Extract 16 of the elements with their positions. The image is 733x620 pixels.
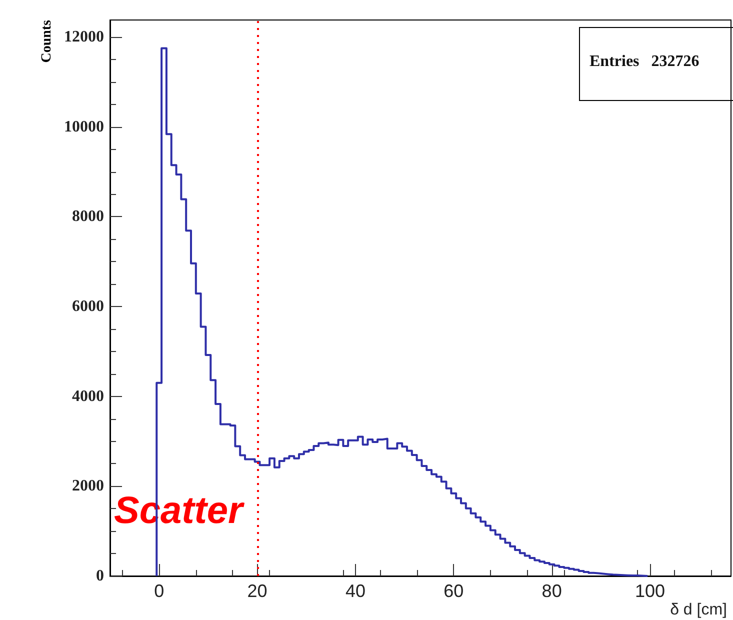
- x-tick-label: 20: [247, 581, 268, 601]
- y-tick-label: 2000: [72, 478, 104, 495]
- y-tick-label: 8000: [72, 208, 104, 226]
- y-tick-label: 4000: [72, 388, 104, 405]
- x-tick-label: 100: [634, 581, 666, 601]
- y-tick-label: 0: [96, 568, 104, 584]
- annotation: Entries 232726: [590, 53, 700, 70]
- x-tick-label: 0: [154, 581, 164, 601]
- y-tick-label: 10000: [64, 118, 104, 136]
- x-tick-label: 60: [444, 581, 464, 601]
- y-axis-title: Counts: [40, 19, 54, 63]
- y-tick-label: 6000: [72, 298, 104, 316]
- x-tick-label: 40: [345, 581, 366, 601]
- x-axis-title: δ d [cm]: [670, 602, 727, 618]
- x-tick-label: 80: [542, 581, 562, 601]
- y-tick-label: 12000: [64, 28, 104, 46]
